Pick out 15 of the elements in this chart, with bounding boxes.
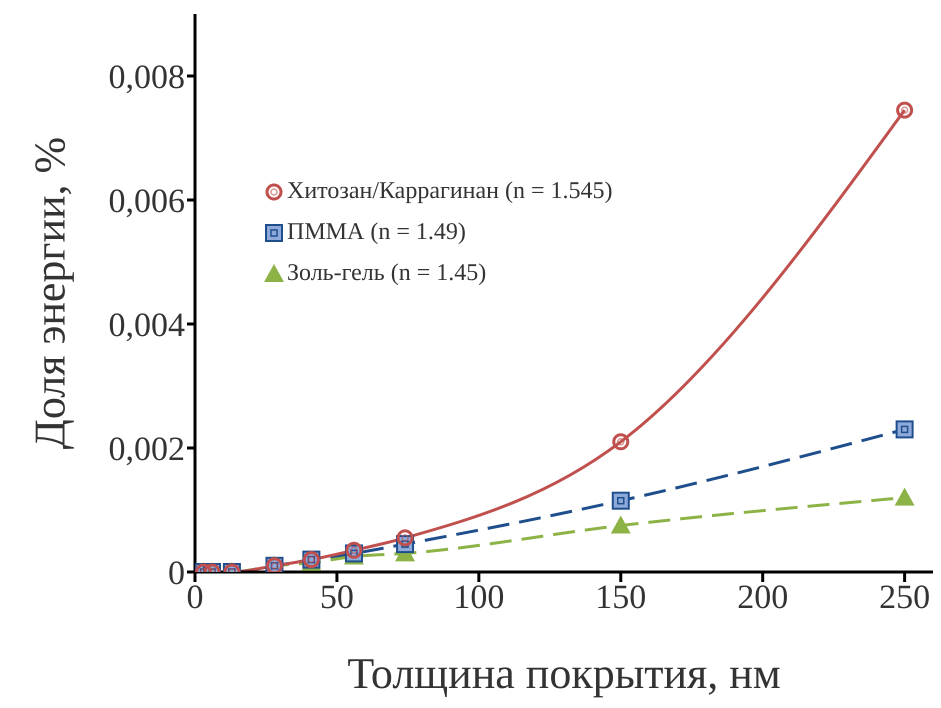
x-tick-label: 50 [320,579,354,616]
x-axis-title: Толщина покрытия, нм [347,649,781,698]
x-tick-label: 200 [737,579,788,616]
y-axis-title: Доля энергии, % [26,136,74,450]
legend-label: Хитозан/Каррагинан (n = 1.545) [287,178,613,205]
y-tick-label: 0,004 [108,307,185,344]
x-tick-label: 250 [879,579,930,616]
x-tick-label: 100 [453,579,504,616]
legend-label: Золь-гель (n = 1.45) [287,260,486,287]
y-tick-label: 0 [168,555,185,592]
y-tick-label: 0,002 [108,431,185,468]
x-tick-label: 150 [595,579,646,616]
legend-label: ПММА (n = 1.49) [287,219,466,246]
y-tick-label: 0,008 [108,59,185,96]
y-tick-label: 0,006 [108,183,185,220]
